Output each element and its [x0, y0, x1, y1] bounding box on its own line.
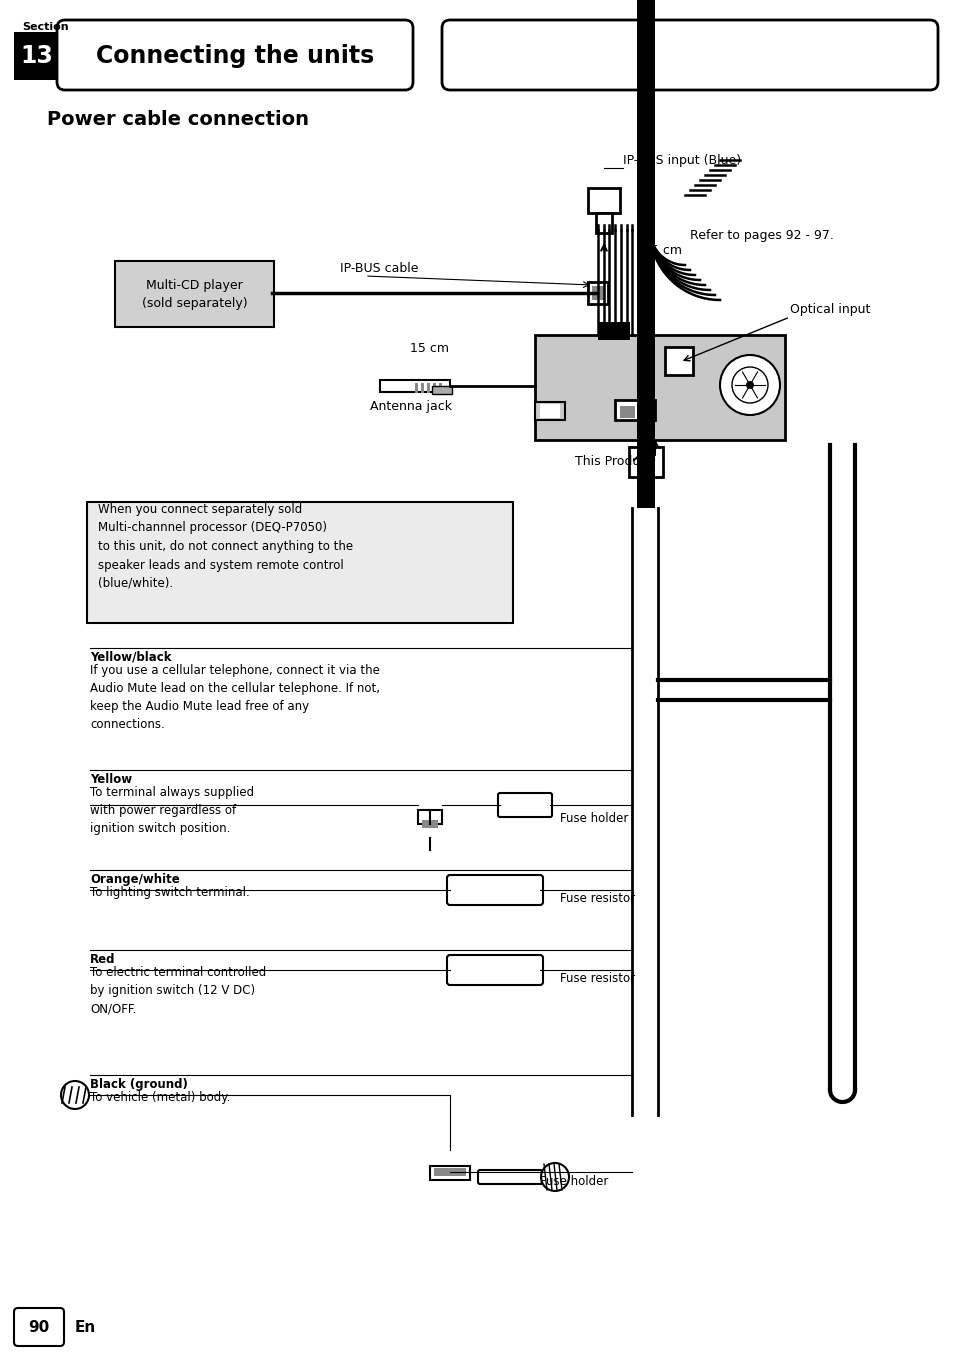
FancyBboxPatch shape	[628, 447, 662, 477]
Text: Fuse resistor: Fuse resistor	[559, 892, 635, 905]
Circle shape	[720, 355, 780, 415]
Circle shape	[731, 367, 767, 402]
FancyBboxPatch shape	[637, 0, 655, 508]
FancyBboxPatch shape	[497, 793, 552, 817]
FancyBboxPatch shape	[639, 411, 649, 417]
Text: Antenna jack: Antenna jack	[370, 400, 452, 413]
FancyBboxPatch shape	[447, 875, 542, 905]
Text: Connecting the units: Connecting the units	[95, 43, 374, 68]
FancyBboxPatch shape	[430, 1167, 470, 1180]
FancyBboxPatch shape	[598, 322, 629, 340]
FancyBboxPatch shape	[535, 402, 564, 420]
Text: To lighting switch terminal.: To lighting switch terminal.	[90, 886, 250, 898]
Text: Red: Red	[90, 953, 115, 966]
FancyBboxPatch shape	[587, 282, 607, 304]
FancyBboxPatch shape	[535, 335, 784, 440]
Text: Yellow/black: Yellow/black	[90, 650, 172, 664]
FancyBboxPatch shape	[417, 810, 441, 824]
FancyBboxPatch shape	[115, 262, 274, 327]
Text: Refer to pages 92 - 97.: Refer to pages 92 - 97.	[689, 229, 833, 241]
FancyBboxPatch shape	[438, 383, 441, 393]
Text: IP-BUS input (Blue): IP-BUS input (Blue)	[622, 154, 740, 167]
Text: 90: 90	[29, 1320, 50, 1335]
FancyBboxPatch shape	[587, 188, 619, 213]
FancyBboxPatch shape	[433, 383, 436, 393]
Text: This Product: This Product	[575, 455, 652, 467]
Text: 13: 13	[21, 43, 53, 68]
Text: When you connect separately sold
Multi-channnel processor (DEQ-P7050)
to this un: When you connect separately sold Multi-c…	[98, 503, 353, 589]
FancyBboxPatch shape	[87, 501, 513, 623]
FancyBboxPatch shape	[14, 33, 60, 80]
Text: Optical input: Optical input	[789, 304, 869, 317]
Text: 15 cm: 15 cm	[642, 244, 681, 256]
FancyBboxPatch shape	[596, 213, 612, 233]
FancyBboxPatch shape	[421, 820, 437, 828]
FancyBboxPatch shape	[379, 379, 450, 392]
Text: Fuse resistor: Fuse resistor	[559, 972, 635, 985]
Text: Multi-CD player
(sold separately): Multi-CD player (sold separately)	[142, 279, 247, 309]
Text: IP-BUS cable: IP-BUS cable	[339, 262, 418, 275]
Text: To electric terminal controlled
by ignition switch (12 V DC)
ON/OFF.: To electric terminal controlled by ignit…	[90, 966, 266, 1015]
FancyBboxPatch shape	[427, 383, 430, 393]
FancyBboxPatch shape	[420, 383, 423, 393]
Text: To vehicle (metal) body.: To vehicle (metal) body.	[90, 1091, 230, 1104]
Text: Orange/white: Orange/white	[90, 873, 179, 886]
Circle shape	[61, 1081, 89, 1108]
Text: To terminal always supplied
with power regardless of
ignition switch position.: To terminal always supplied with power r…	[90, 786, 253, 835]
Circle shape	[745, 381, 753, 389]
Text: En: En	[75, 1320, 96, 1335]
FancyBboxPatch shape	[615, 400, 655, 420]
Text: If you use a cellular telephone, connect it via the
Audio Mute lead on the cellu: If you use a cellular telephone, connect…	[90, 664, 379, 730]
FancyBboxPatch shape	[432, 386, 452, 394]
Ellipse shape	[540, 1163, 568, 1191]
FancyBboxPatch shape	[434, 1168, 465, 1176]
Text: Yellow: Yellow	[90, 772, 132, 786]
Text: Power cable connection: Power cable connection	[47, 110, 309, 129]
FancyBboxPatch shape	[664, 347, 692, 375]
FancyBboxPatch shape	[619, 406, 635, 417]
FancyBboxPatch shape	[441, 20, 937, 89]
Text: Section: Section	[22, 22, 69, 33]
Text: Fuse holder: Fuse holder	[539, 1175, 608, 1188]
FancyBboxPatch shape	[447, 955, 542, 985]
FancyBboxPatch shape	[592, 286, 603, 299]
Text: Fuse holder: Fuse holder	[559, 812, 628, 824]
FancyBboxPatch shape	[57, 20, 413, 89]
Text: 15 cm: 15 cm	[410, 341, 449, 355]
FancyBboxPatch shape	[477, 1169, 541, 1184]
FancyBboxPatch shape	[539, 404, 559, 417]
FancyBboxPatch shape	[415, 383, 417, 393]
FancyBboxPatch shape	[14, 1308, 64, 1346]
Text: Black (ground): Black (ground)	[90, 1079, 188, 1091]
